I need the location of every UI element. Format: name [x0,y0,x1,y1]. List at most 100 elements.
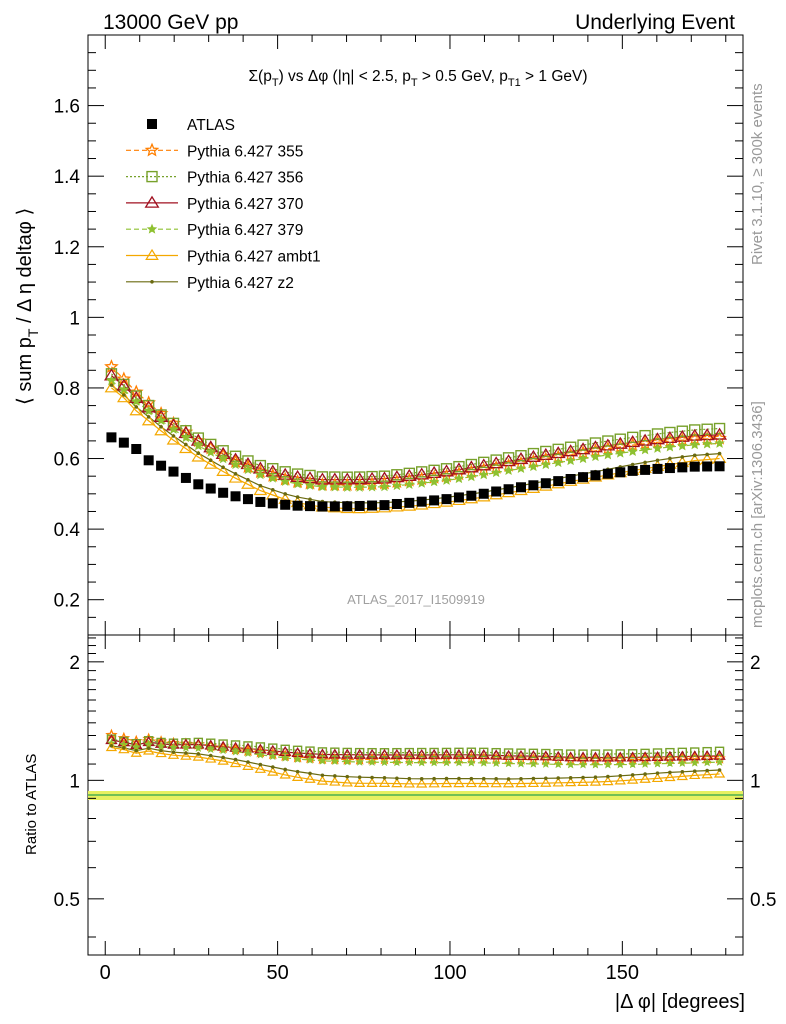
main-point-p379 [155,415,167,426]
main-point-atlas [143,455,154,466]
ratio-point-p379 [491,758,501,767]
ratio-point-p379 [653,759,662,768]
legend-marker-p356 [146,170,158,183]
main-point-p379 [441,474,452,485]
main-point-p379 [503,464,514,476]
legend: ATLAS Pythia 6.427 355 Pythia 6.427 356 Pyt… [126,117,321,292]
ratio-point-p356 [392,747,402,758]
ratio-point-ambt1 [502,778,515,788]
ratio-point-ambt1 [242,760,254,770]
ratio-point-z2 [469,776,474,781]
main-point-p379 [416,477,427,488]
ratio-point-p379 [578,760,588,769]
main-point-p379 [404,478,415,489]
ratio-point-ambt1 [428,778,440,788]
ratio-point-p356 [454,747,464,758]
ratio-point-p356 [354,747,365,758]
ratio-point-ambt1 [304,773,316,783]
ratio-point-p356 [317,747,328,757]
ratio-point-p356 [590,749,601,759]
ratio-series-line-ambt1 [111,746,720,785]
main-point-atlas [540,478,551,489]
main-point-z2 [643,460,647,465]
ratio-point-p356 [677,747,688,758]
main-point-p379 [317,481,328,492]
main-point-atlas [205,483,216,494]
ratio-point-z2 [370,775,374,780]
data-markers [103,359,728,788]
ratio-point-z2 [618,773,623,778]
legend-label: Pythia 6.427 355 [187,143,303,160]
ratio-point-p356 [565,749,576,759]
main-y-tick-label: 1.2 [54,238,80,259]
main-point-atlas [342,501,353,512]
header-right: Underlying Event [575,11,735,34]
ratio-point-z2 [122,746,126,750]
main-point-z2 [246,477,250,482]
ratio-point-z2 [395,776,399,781]
ratio-point-p379 [504,758,513,768]
ratio-series-line-p355 [111,734,720,761]
main-point-p379 [540,459,552,470]
ratio-point-z2 [270,765,275,769]
ratio-point-p356 [330,747,340,757]
main-point-atlas [702,461,713,472]
main-y-tick-label: 0.8 [54,379,80,400]
main-point-p379 [304,479,316,490]
ratio-point-ambt1 [713,768,726,778]
ratio-point-p379 [715,757,724,766]
main-point-atlas [118,437,129,448]
main-point-p356 [564,441,577,453]
main-point-atlas [367,500,378,511]
ratio-point-z2 [444,776,449,781]
ratio-point-p356 [615,749,625,759]
main-point-z2 [159,424,163,429]
legend-label: ATLAS [187,117,235,134]
main-point-atlas [491,486,502,497]
main-point-p356 [391,469,403,481]
main-point-atlas [565,474,576,484]
ratio-point-p356 [417,747,427,758]
main-point-atlas [627,465,638,476]
x-tick-label: 150 [606,962,639,984]
ratio-point-p379 [181,743,191,752]
ratio-point-p379 [528,759,538,768]
main-point-ambt1 [154,424,168,436]
ratio-point-z2 [345,774,350,779]
ratio-point-ambt1 [316,775,329,785]
ratio-point-p379 [392,757,402,767]
header-left: 13000 GeV pp [103,11,238,34]
legend-marker-p355 [144,142,160,157]
ratio-point-p379 [318,756,327,765]
main-point-p379 [453,473,465,484]
ratio-point-ambt1 [416,778,428,788]
main-point-z2 [258,483,263,488]
main-point-p379 [614,447,626,458]
ratio-point-p379 [243,748,253,757]
main-point-ambt1 [216,464,230,476]
main-point-atlas [602,468,613,479]
main-point-atlas [677,462,688,473]
main-point-z2 [680,455,685,459]
ratio-point-z2 [171,750,176,754]
main-y-axis-label: ⟨ sum pT / Δ η deltaφ ⟩ [14,208,41,405]
ratio-point-p356 [541,748,551,759]
main-point-atlas [466,490,477,501]
ratio-point-z2 [208,753,213,758]
ratio-point-ambt1 [564,777,577,787]
ratio-point-p379 [231,747,240,756]
ratio-y-tick-label: 2 [69,653,80,674]
main-y-tick-label: 1.4 [54,167,81,188]
legend-marker-z2 [150,280,154,284]
ratio-y-tick-label-right: 1 [750,771,761,792]
main-point-p356 [527,447,540,460]
main-point-p356 [515,450,527,462]
main-point-ambt1 [203,457,218,469]
ratio-point-z2 [457,776,461,781]
ratio-point-z2 [655,771,660,775]
ratio-point-ambt1 [217,755,229,765]
main-point-atlas [478,488,489,499]
main-point-p379 [168,423,179,434]
main-point-p356 [589,437,602,449]
ratio-point-p379 [293,754,303,763]
